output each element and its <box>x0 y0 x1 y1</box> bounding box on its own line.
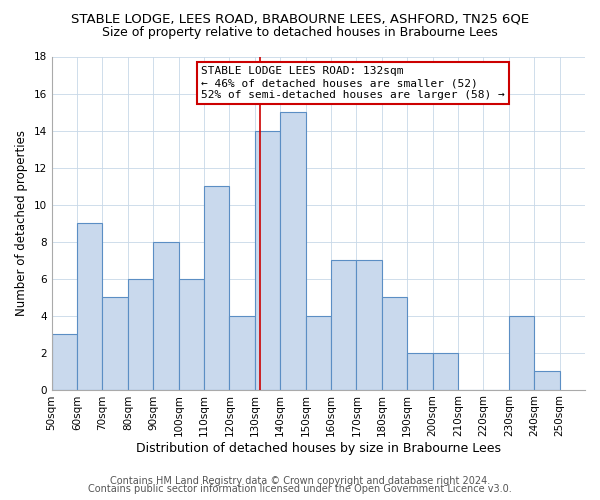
Bar <box>204 186 229 390</box>
Text: STABLE LODGE LEES ROAD: 132sqm
← 46% of detached houses are smaller (52)
52% of : STABLE LODGE LEES ROAD: 132sqm ← 46% of … <box>201 66 505 100</box>
Bar <box>356 260 382 390</box>
Bar <box>280 112 305 390</box>
Text: Size of property relative to detached houses in Brabourne Lees: Size of property relative to detached ho… <box>102 26 498 39</box>
Bar <box>229 316 255 390</box>
X-axis label: Distribution of detached houses by size in Brabourne Lees: Distribution of detached houses by size … <box>136 442 501 455</box>
Bar <box>103 297 128 390</box>
Bar <box>382 297 407 390</box>
Text: Contains HM Land Registry data © Crown copyright and database right 2024.: Contains HM Land Registry data © Crown c… <box>110 476 490 486</box>
Bar <box>509 316 534 390</box>
Bar <box>407 352 433 390</box>
Text: STABLE LODGE, LEES ROAD, BRABOURNE LEES, ASHFORD, TN25 6QE: STABLE LODGE, LEES ROAD, BRABOURNE LEES,… <box>71 12 529 26</box>
Bar <box>128 278 153 390</box>
Bar <box>255 130 280 390</box>
Bar <box>331 260 356 390</box>
Y-axis label: Number of detached properties: Number of detached properties <box>15 130 28 316</box>
Bar <box>305 316 331 390</box>
Bar <box>433 352 458 390</box>
Text: Contains public sector information licensed under the Open Government Licence v3: Contains public sector information licen… <box>88 484 512 494</box>
Bar <box>77 223 103 390</box>
Bar <box>52 334 77 390</box>
Bar <box>179 278 204 390</box>
Bar <box>153 242 179 390</box>
Bar <box>534 371 560 390</box>
